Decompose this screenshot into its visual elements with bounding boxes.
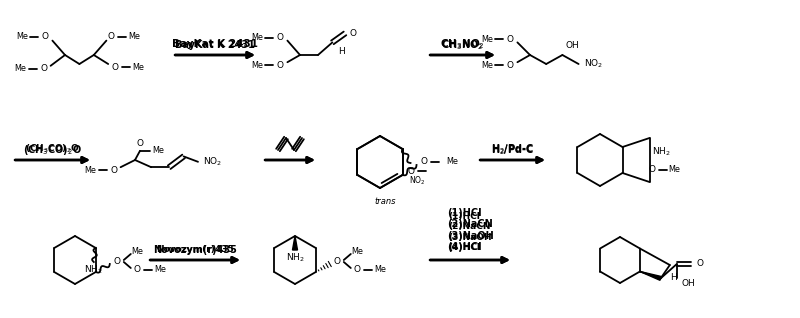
- Text: (CH$_3$CO)$_2$O: (CH$_3$CO)$_2$O: [23, 143, 82, 157]
- Text: Me: Me: [669, 165, 681, 175]
- Text: O: O: [40, 64, 47, 73]
- Text: O: O: [507, 61, 514, 70]
- Text: O: O: [696, 259, 703, 268]
- Text: BayKat K 2431: BayKat K 2431: [172, 39, 258, 49]
- Text: Me: Me: [131, 246, 142, 255]
- Text: O: O: [112, 63, 118, 72]
- Text: O: O: [420, 157, 427, 167]
- Text: NH$_2$: NH$_2$: [85, 264, 103, 276]
- Text: O: O: [134, 266, 140, 274]
- Text: Me: Me: [132, 63, 144, 72]
- Text: Me: Me: [482, 35, 494, 44]
- Text: Me: Me: [152, 146, 164, 155]
- Text: Me: Me: [85, 166, 97, 175]
- Text: (1)HCl
(2)NaCN
(3)NaOH
(4)HCl: (1)HCl (2)NaCN (3)NaOH (4)HCl: [448, 212, 492, 252]
- Text: O: O: [277, 33, 284, 42]
- Text: O: O: [407, 167, 414, 176]
- Polygon shape: [640, 272, 662, 280]
- Text: CH$_3$NO$_2$: CH$_3$NO$_2$: [440, 37, 485, 51]
- Text: Me: Me: [351, 246, 362, 255]
- Text: CH$_3$NO$_2$: CH$_3$NO$_2$: [442, 38, 483, 52]
- Text: O: O: [507, 35, 514, 44]
- Text: Me: Me: [482, 61, 494, 70]
- Text: O: O: [350, 29, 357, 38]
- Text: Me: Me: [446, 157, 458, 167]
- Text: Novozym(r)435: Novozym(r)435: [156, 245, 234, 253]
- Text: H$_2$/Pd-C: H$_2$/Pd-C: [491, 143, 534, 157]
- Text: O: O: [114, 257, 120, 266]
- Text: Me: Me: [251, 61, 263, 70]
- Text: Me: Me: [17, 32, 28, 41]
- Text: O: O: [137, 139, 143, 148]
- Text: (CH$_3$CO)$_2$O: (CH$_3$CO)$_2$O: [26, 143, 80, 155]
- Text: O: O: [108, 32, 115, 41]
- Text: Me: Me: [154, 266, 166, 274]
- Text: NO$_2$: NO$_2$: [203, 156, 222, 168]
- Text: Me: Me: [374, 266, 386, 274]
- Text: OH: OH: [682, 279, 695, 288]
- Text: OH: OH: [566, 40, 579, 50]
- Text: O: O: [42, 32, 49, 41]
- Polygon shape: [293, 236, 298, 250]
- Text: O: O: [648, 165, 655, 175]
- Text: O: O: [110, 166, 117, 175]
- Text: Me: Me: [251, 33, 263, 42]
- Text: H: H: [338, 47, 345, 56]
- Text: NO$_2$: NO$_2$: [409, 175, 426, 187]
- Text: H: H: [670, 273, 677, 281]
- Text: (1)HCl
(2)NaCN
(3)NaOH
(4)HCl: (1)HCl (2)NaCN (3)NaOH (4)HCl: [446, 208, 494, 252]
- Text: O: O: [277, 61, 284, 70]
- Text: NH$_2$: NH$_2$: [286, 252, 304, 264]
- Text: O: O: [354, 266, 360, 274]
- Text: H$_2$/Pd-C: H$_2$/Pd-C: [491, 142, 534, 156]
- Text: NH$_2$: NH$_2$: [651, 146, 670, 158]
- Text: trans: trans: [374, 197, 396, 206]
- Text: BayKat K 2431: BayKat K 2431: [175, 40, 255, 50]
- Text: O: O: [334, 257, 340, 266]
- Text: Novozym(r)435: Novozym(r)435: [153, 245, 237, 255]
- Text: NO$_2$: NO$_2$: [584, 58, 603, 70]
- Text: Me: Me: [129, 32, 140, 41]
- Text: Me: Me: [14, 64, 26, 73]
